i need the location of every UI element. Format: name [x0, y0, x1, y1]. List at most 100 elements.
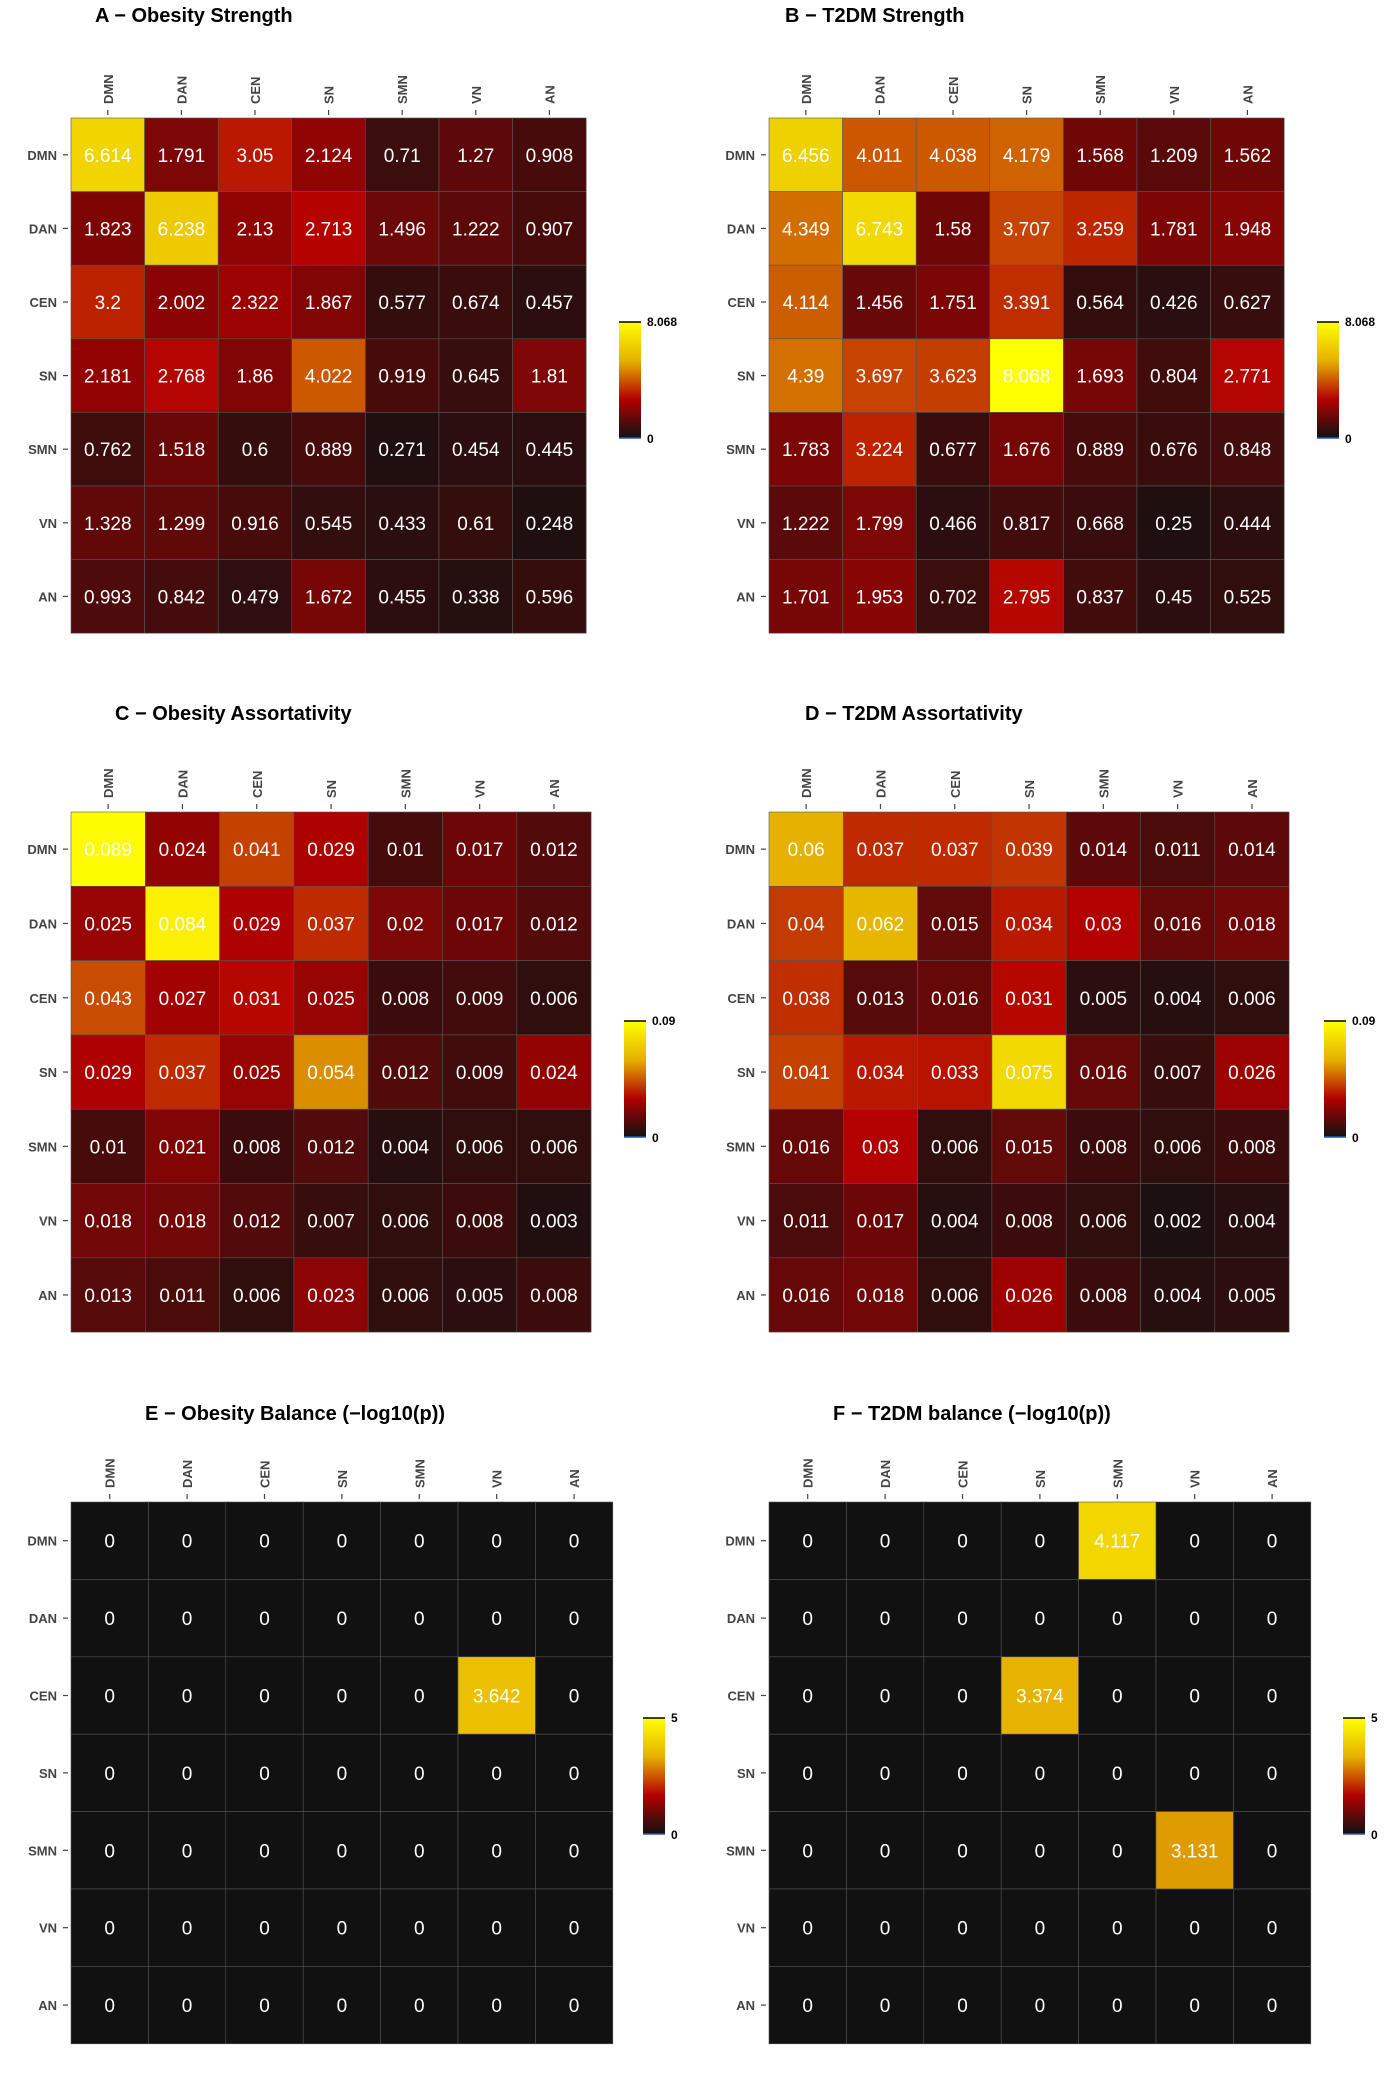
cell-value-label: 0: [337, 1764, 348, 1785]
heatmap-cell: [302, 1656, 381, 1735]
heatmap-cell: [380, 1501, 459, 1580]
heatmap-cell: [1000, 1656, 1079, 1735]
cell-value-label: 0: [1035, 1609, 1046, 1630]
chart-title: A − Obesity Strength: [95, 5, 293, 27]
cell-value-label: 0: [957, 1841, 968, 1862]
column-tick-label: DMN: [799, 768, 814, 798]
heatmap-cell: [1210, 412, 1285, 487]
heatmap-cell: [768, 117, 843, 192]
heatmap-cell: [302, 1811, 381, 1890]
cell-value-label: 0: [802, 1919, 813, 1940]
cell-value-label: 0.013: [857, 989, 905, 1010]
heatmap-cell: [70, 485, 145, 560]
cell-value-label: 1.823: [84, 219, 132, 240]
column-tick-label: CEN: [248, 77, 263, 104]
cell-value-label: 0.029: [233, 914, 281, 935]
heatmap-cell: [1063, 412, 1138, 487]
heatmap-cell: [145, 960, 220, 1036]
cell-value-label: 0.013: [84, 1286, 132, 1307]
cell-value-label: 0.466: [929, 514, 977, 535]
cell-value-label: 0: [957, 1532, 968, 1553]
heatmap-cell: [915, 117, 991, 192]
cell-value-label: 0: [1035, 1764, 1046, 1785]
heatmap-cell: [225, 1579, 304, 1658]
heatmap-cell: [768, 338, 843, 413]
row-tick-label: SMN: [726, 1139, 755, 1154]
heatmap-cell: [1000, 1501, 1079, 1580]
heatmap-cell: [1214, 811, 1290, 887]
heatmap-panel-d: D − T2DM Assortativity 0.06 0.037 0.037 0.03…: [725, 703, 1376, 1333]
heatmap-cell: [842, 1183, 918, 1259]
cell-value-label: 0: [104, 1609, 115, 1630]
column-tick-label: DAN: [872, 76, 887, 104]
cell-value-label: 0: [1035, 1532, 1046, 1553]
cell-value-label: 0.017: [456, 840, 504, 861]
cell-value-label: 0.037: [857, 840, 905, 861]
cell-value-label: 0.012: [233, 1212, 281, 1233]
column-tick-label: CEN: [956, 1461, 971, 1488]
legend-colorbar: [624, 1021, 646, 1137]
row-tick-label: VN: [39, 1214, 57, 1229]
cell-value-label: 2.002: [158, 293, 206, 314]
heatmap-cell: [991, 1257, 1067, 1333]
heatmap-cell: [1155, 1579, 1234, 1658]
heatmap-cell: [1210, 338, 1285, 413]
cell-value-label: 2.713: [305, 219, 353, 240]
cell-value-label: 3.2: [95, 293, 121, 314]
heatmap-cell: [516, 960, 592, 1036]
heatmap-cell: [1136, 559, 1211, 634]
heatmap-cell: [1136, 338, 1211, 413]
cell-value-label: 0.02: [387, 914, 424, 935]
heatmap-cell: [1140, 885, 1216, 961]
row-tick-label: DMN: [725, 842, 755, 857]
heatmap-cell: [842, 811, 918, 887]
heatmap-cell: [1078, 1811, 1157, 1890]
cell-value-label: 0: [1267, 1996, 1278, 2017]
heatmap-cell: [70, 1656, 149, 1735]
cell-value-label: 0.842: [158, 587, 206, 608]
heatmap-cell: [915, 485, 991, 560]
heatmap-cell: [367, 811, 443, 887]
cell-value-label: 0: [182, 1532, 193, 1553]
cell-value-label: 0: [259, 1609, 270, 1630]
row-tick-label: AN: [736, 1288, 755, 1303]
cell-value-label: 0.018: [1228, 914, 1276, 935]
cell-value-label: 0: [259, 1687, 270, 1708]
heatmap-cell: [1078, 1966, 1157, 2045]
heatmap-cell: [842, 485, 917, 560]
column-tick-label: DMN: [101, 74, 116, 104]
heatmap-cell: [70, 1034, 146, 1110]
cell-value-label: 3.05: [237, 146, 274, 167]
cell-value-label: 0: [414, 1532, 425, 1553]
cell-value-label: 0: [182, 1764, 193, 1785]
heatmap-cell: [768, 1034, 844, 1110]
heatmap-panel-f: F − T2DM balance (−log10(p)) 0 0 0 0 4.117 0 0 0…: [725, 1403, 1378, 2045]
cell-value-label: 0.003: [530, 1212, 578, 1233]
cell-value-label: 8.068: [1003, 367, 1051, 388]
cell-value-label: 0.016: [782, 1137, 830, 1158]
cell-value-label: 0.024: [530, 1063, 578, 1084]
heatmap-cell: [442, 1108, 518, 1184]
column-tick-label: AN: [567, 1469, 582, 1488]
heatmap-cell: [70, 412, 145, 487]
row-tick-label: DMN: [27, 842, 57, 857]
cell-value-label: 0: [1189, 1996, 1200, 2017]
heatmap-cell: [145, 1108, 220, 1184]
cell-value-label: 0.054: [307, 1063, 355, 1084]
row-tick-label: SN: [737, 1065, 755, 1080]
cell-value-label: 0: [259, 1919, 270, 1940]
cell-value-label: 0: [337, 1996, 348, 2017]
heatmap-cell: [70, 191, 145, 266]
cell-value-label: 0.008: [1228, 1137, 1276, 1158]
heatmap-cell: [225, 1656, 304, 1735]
heatmap-cell: [442, 885, 518, 961]
heatmap-cell: [991, 960, 1067, 1036]
cell-value-label: 4.022: [305, 367, 353, 388]
heatmap-cell: [1210, 559, 1285, 634]
heatmap-cell: [512, 338, 587, 413]
heatmap-cell: [225, 1811, 304, 1890]
heatmap-cell: [768, 1966, 847, 2045]
heatmap-cell: [516, 1108, 592, 1184]
cell-value-label: 0.015: [1005, 1137, 1053, 1158]
heatmap-cell: [915, 264, 991, 340]
